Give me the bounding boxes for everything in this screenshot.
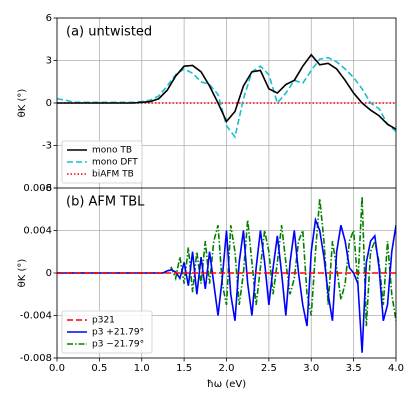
- x-tick-label: 3.0: [303, 363, 319, 374]
- x-tick-label: 2.5: [261, 363, 277, 374]
- legend-label: biAFM TB: [92, 170, 134, 180]
- y-tick-label: 0: [46, 98, 52, 109]
- legend-box: [61, 140, 143, 184]
- y-axis-label: θK (°): [17, 259, 28, 288]
- y-tick-label: -0.008: [20, 353, 52, 364]
- x-tick-label: 2.0: [219, 363, 235, 374]
- legend-label: mono TB: [92, 146, 132, 156]
- y-tick-label: -0.004: [20, 311, 52, 322]
- panel-title: (a) untwisted: [66, 25, 152, 40]
- x-tick-label: 1.0: [134, 363, 150, 374]
- y-tick-label: -3: [42, 141, 52, 152]
- series-group: [57, 196, 396, 353]
- x-axis-label: ħω (eV): [207, 379, 246, 390]
- legend-label: mono DFT: [92, 158, 138, 168]
- legend-label: p321: [92, 316, 115, 326]
- legend-box: [61, 310, 153, 354]
- x-tick-label: 1.5: [176, 363, 192, 374]
- y-tick-label: 6: [46, 13, 52, 24]
- series-group: [57, 53, 396, 139]
- line-series: [57, 196, 396, 327]
- y-tick-label: 0.008: [23, 183, 52, 194]
- x-tick-label: 3.5: [346, 363, 362, 374]
- y-tick-label: 0.004: [23, 226, 52, 237]
- legend-label: p3 +21.79°: [92, 328, 144, 338]
- y-axis-label: θK (°): [17, 89, 28, 118]
- legend-label: p3 −21.79°: [92, 340, 144, 350]
- y-tick-label: -6: [42, 183, 52, 194]
- panel-title: (b) AFM TBL: [66, 195, 145, 210]
- x-tick-label: 0.5: [91, 363, 107, 374]
- axes-frame: [56, 187, 397, 359]
- line-series: [57, 53, 396, 130]
- y-tick-label: 3: [46, 56, 52, 67]
- y-tick-label: 0: [46, 268, 52, 279]
- x-tick-label: 0.0: [49, 363, 65, 374]
- x-tick-label: 4.0: [388, 363, 404, 374]
